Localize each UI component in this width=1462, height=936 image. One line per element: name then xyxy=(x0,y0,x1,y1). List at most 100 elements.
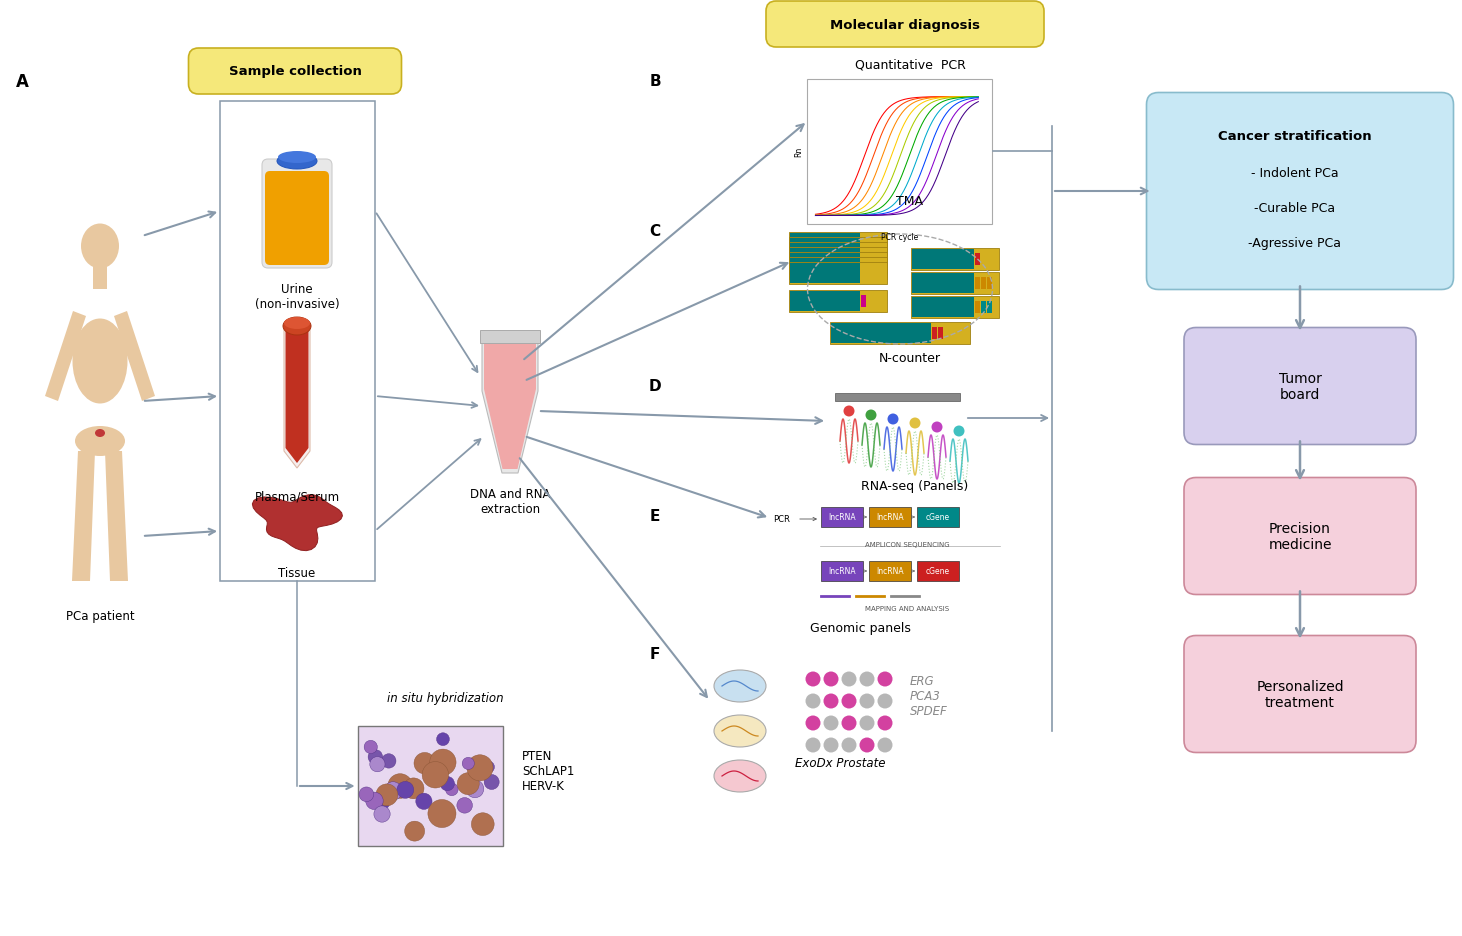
Text: cGene: cGene xyxy=(925,567,950,576)
Circle shape xyxy=(382,753,396,768)
FancyBboxPatch shape xyxy=(189,49,402,95)
Circle shape xyxy=(462,757,474,769)
Circle shape xyxy=(887,414,899,425)
Bar xyxy=(987,302,993,314)
Circle shape xyxy=(877,694,892,709)
Bar xyxy=(789,291,887,313)
Circle shape xyxy=(877,672,892,687)
FancyBboxPatch shape xyxy=(1184,478,1417,595)
Circle shape xyxy=(466,755,493,781)
Circle shape xyxy=(844,406,854,417)
Circle shape xyxy=(806,672,820,687)
Circle shape xyxy=(909,418,921,429)
Circle shape xyxy=(953,426,965,437)
Ellipse shape xyxy=(713,715,766,747)
Circle shape xyxy=(387,774,412,798)
Circle shape xyxy=(471,812,494,836)
Polygon shape xyxy=(45,312,86,402)
Text: Plasma/Serum: Plasma/Serum xyxy=(254,490,339,503)
Bar xyxy=(789,253,887,274)
Bar xyxy=(789,257,887,280)
Circle shape xyxy=(823,694,839,709)
Circle shape xyxy=(374,806,390,823)
Circle shape xyxy=(842,716,857,731)
Bar xyxy=(981,302,987,314)
Text: C: C xyxy=(649,225,661,240)
Bar xyxy=(219,102,374,581)
Circle shape xyxy=(376,784,398,806)
Text: Cancer stratification: Cancer stratification xyxy=(1218,130,1371,143)
Circle shape xyxy=(428,799,456,827)
Text: -Agressive PCa: -Agressive PCa xyxy=(1249,237,1342,250)
Bar xyxy=(789,254,860,273)
Polygon shape xyxy=(105,451,129,581)
Circle shape xyxy=(877,738,892,753)
Polygon shape xyxy=(253,495,342,551)
Text: Urine
(non-invasive): Urine (non-invasive) xyxy=(254,283,339,311)
Bar xyxy=(912,298,974,317)
Bar xyxy=(981,278,987,289)
Circle shape xyxy=(860,694,874,709)
Circle shape xyxy=(430,750,456,776)
Bar xyxy=(975,302,981,314)
Bar xyxy=(789,258,860,279)
Text: PCR cycle: PCR cycle xyxy=(882,233,918,242)
Circle shape xyxy=(415,794,433,810)
Circle shape xyxy=(806,694,820,709)
Text: PCa patient: PCa patient xyxy=(66,610,135,622)
Text: Genomic panels: Genomic panels xyxy=(810,622,911,635)
Ellipse shape xyxy=(73,319,127,404)
Polygon shape xyxy=(284,327,310,469)
Bar xyxy=(822,507,863,528)
Circle shape xyxy=(364,740,377,753)
Text: lncRNA: lncRNA xyxy=(827,567,855,576)
Bar xyxy=(789,248,887,270)
Bar xyxy=(911,297,999,318)
Text: ExoDx Prostate: ExoDx Prostate xyxy=(795,756,886,769)
Circle shape xyxy=(466,781,484,797)
FancyBboxPatch shape xyxy=(1146,94,1453,290)
Circle shape xyxy=(423,762,449,788)
Circle shape xyxy=(458,773,480,795)
Bar xyxy=(868,507,911,528)
Text: MAPPING AND ANALYSIS: MAPPING AND ANALYSIS xyxy=(866,606,949,611)
Circle shape xyxy=(806,716,820,731)
Bar xyxy=(917,507,959,528)
Text: Tumor
board: Tumor board xyxy=(1279,372,1322,402)
Bar xyxy=(911,272,999,295)
Circle shape xyxy=(368,750,383,765)
Circle shape xyxy=(842,738,857,753)
Circle shape xyxy=(370,757,385,772)
Bar xyxy=(868,562,911,581)
Circle shape xyxy=(366,792,383,810)
Bar xyxy=(789,234,860,254)
Circle shape xyxy=(440,777,455,791)
FancyBboxPatch shape xyxy=(262,160,332,269)
Bar xyxy=(789,249,860,269)
Bar xyxy=(789,264,860,284)
Bar xyxy=(835,393,961,402)
Text: AMPLICON SEQUENCING: AMPLICON SEQUENCING xyxy=(864,541,949,548)
Circle shape xyxy=(823,716,839,731)
Bar xyxy=(789,292,860,312)
FancyBboxPatch shape xyxy=(265,172,329,266)
Bar xyxy=(807,80,993,225)
Circle shape xyxy=(860,672,874,687)
Circle shape xyxy=(482,762,494,773)
Text: F: F xyxy=(649,647,661,662)
Polygon shape xyxy=(482,342,538,474)
Circle shape xyxy=(404,778,424,799)
Bar xyxy=(975,255,981,265)
Text: -Curable PCa: -Curable PCa xyxy=(1254,202,1336,215)
Bar xyxy=(912,250,974,270)
Polygon shape xyxy=(114,312,155,402)
Bar xyxy=(911,249,999,271)
FancyBboxPatch shape xyxy=(766,2,1044,48)
Text: B: B xyxy=(649,75,661,90)
Circle shape xyxy=(414,753,436,774)
Text: in situ hybridization: in situ hybridization xyxy=(386,692,503,705)
Circle shape xyxy=(446,783,458,796)
Circle shape xyxy=(396,782,414,798)
Text: Personalized
treatment: Personalized treatment xyxy=(1256,680,1344,709)
Ellipse shape xyxy=(713,760,766,792)
